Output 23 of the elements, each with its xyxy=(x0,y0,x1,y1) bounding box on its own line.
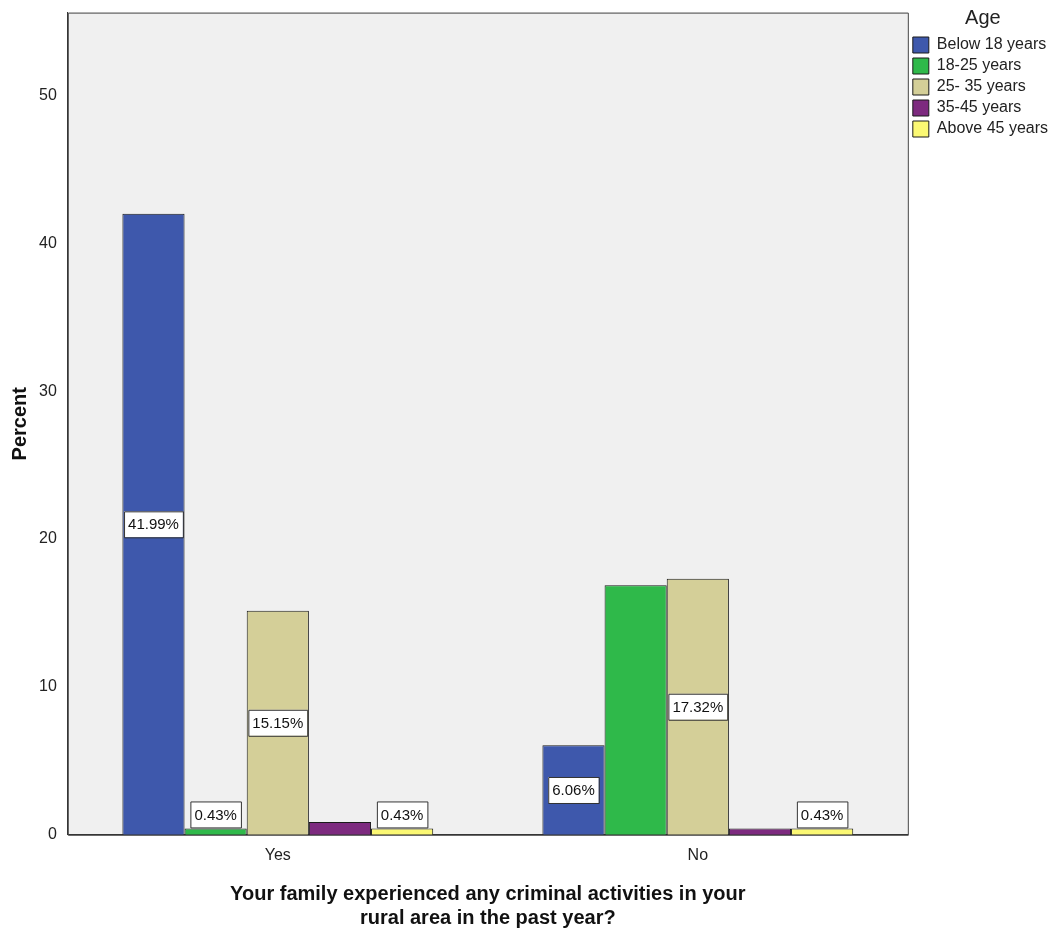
legend-label: 35-45 years xyxy=(936,98,1022,116)
legend-label: Below 18 years xyxy=(936,35,1047,53)
data-label: 0.43% xyxy=(194,805,237,823)
data-label: 0.43% xyxy=(800,805,844,823)
y-tick-label: 30 xyxy=(39,381,57,399)
data-label: 0.43% xyxy=(380,805,424,823)
x-tick-label: No xyxy=(687,845,709,863)
x-axis-title: Your family experienced any criminal activities in your rural area in the past year? xyxy=(230,881,746,928)
legend-title: Age xyxy=(965,5,1001,28)
data-label: 41.99% xyxy=(128,515,179,533)
x-tick-label: Yes xyxy=(264,845,291,863)
data-label: 6.06% xyxy=(552,781,595,799)
y-axis-title: Percent xyxy=(7,386,30,461)
y-tick-label: 0 xyxy=(47,825,57,843)
legend-label: 18-25 years xyxy=(936,56,1022,74)
legend-label: Above 45 years xyxy=(936,119,1049,137)
y-tick-label: 40 xyxy=(39,233,57,251)
y-tick-label: 10 xyxy=(39,677,57,695)
legend-label: 25- 35 years xyxy=(936,77,1026,95)
data-label: 15.15% xyxy=(252,713,304,731)
y-tick-label: 20 xyxy=(39,529,57,547)
data-label: 17.32% xyxy=(672,697,724,715)
y-tick-label: 50 xyxy=(39,85,57,103)
